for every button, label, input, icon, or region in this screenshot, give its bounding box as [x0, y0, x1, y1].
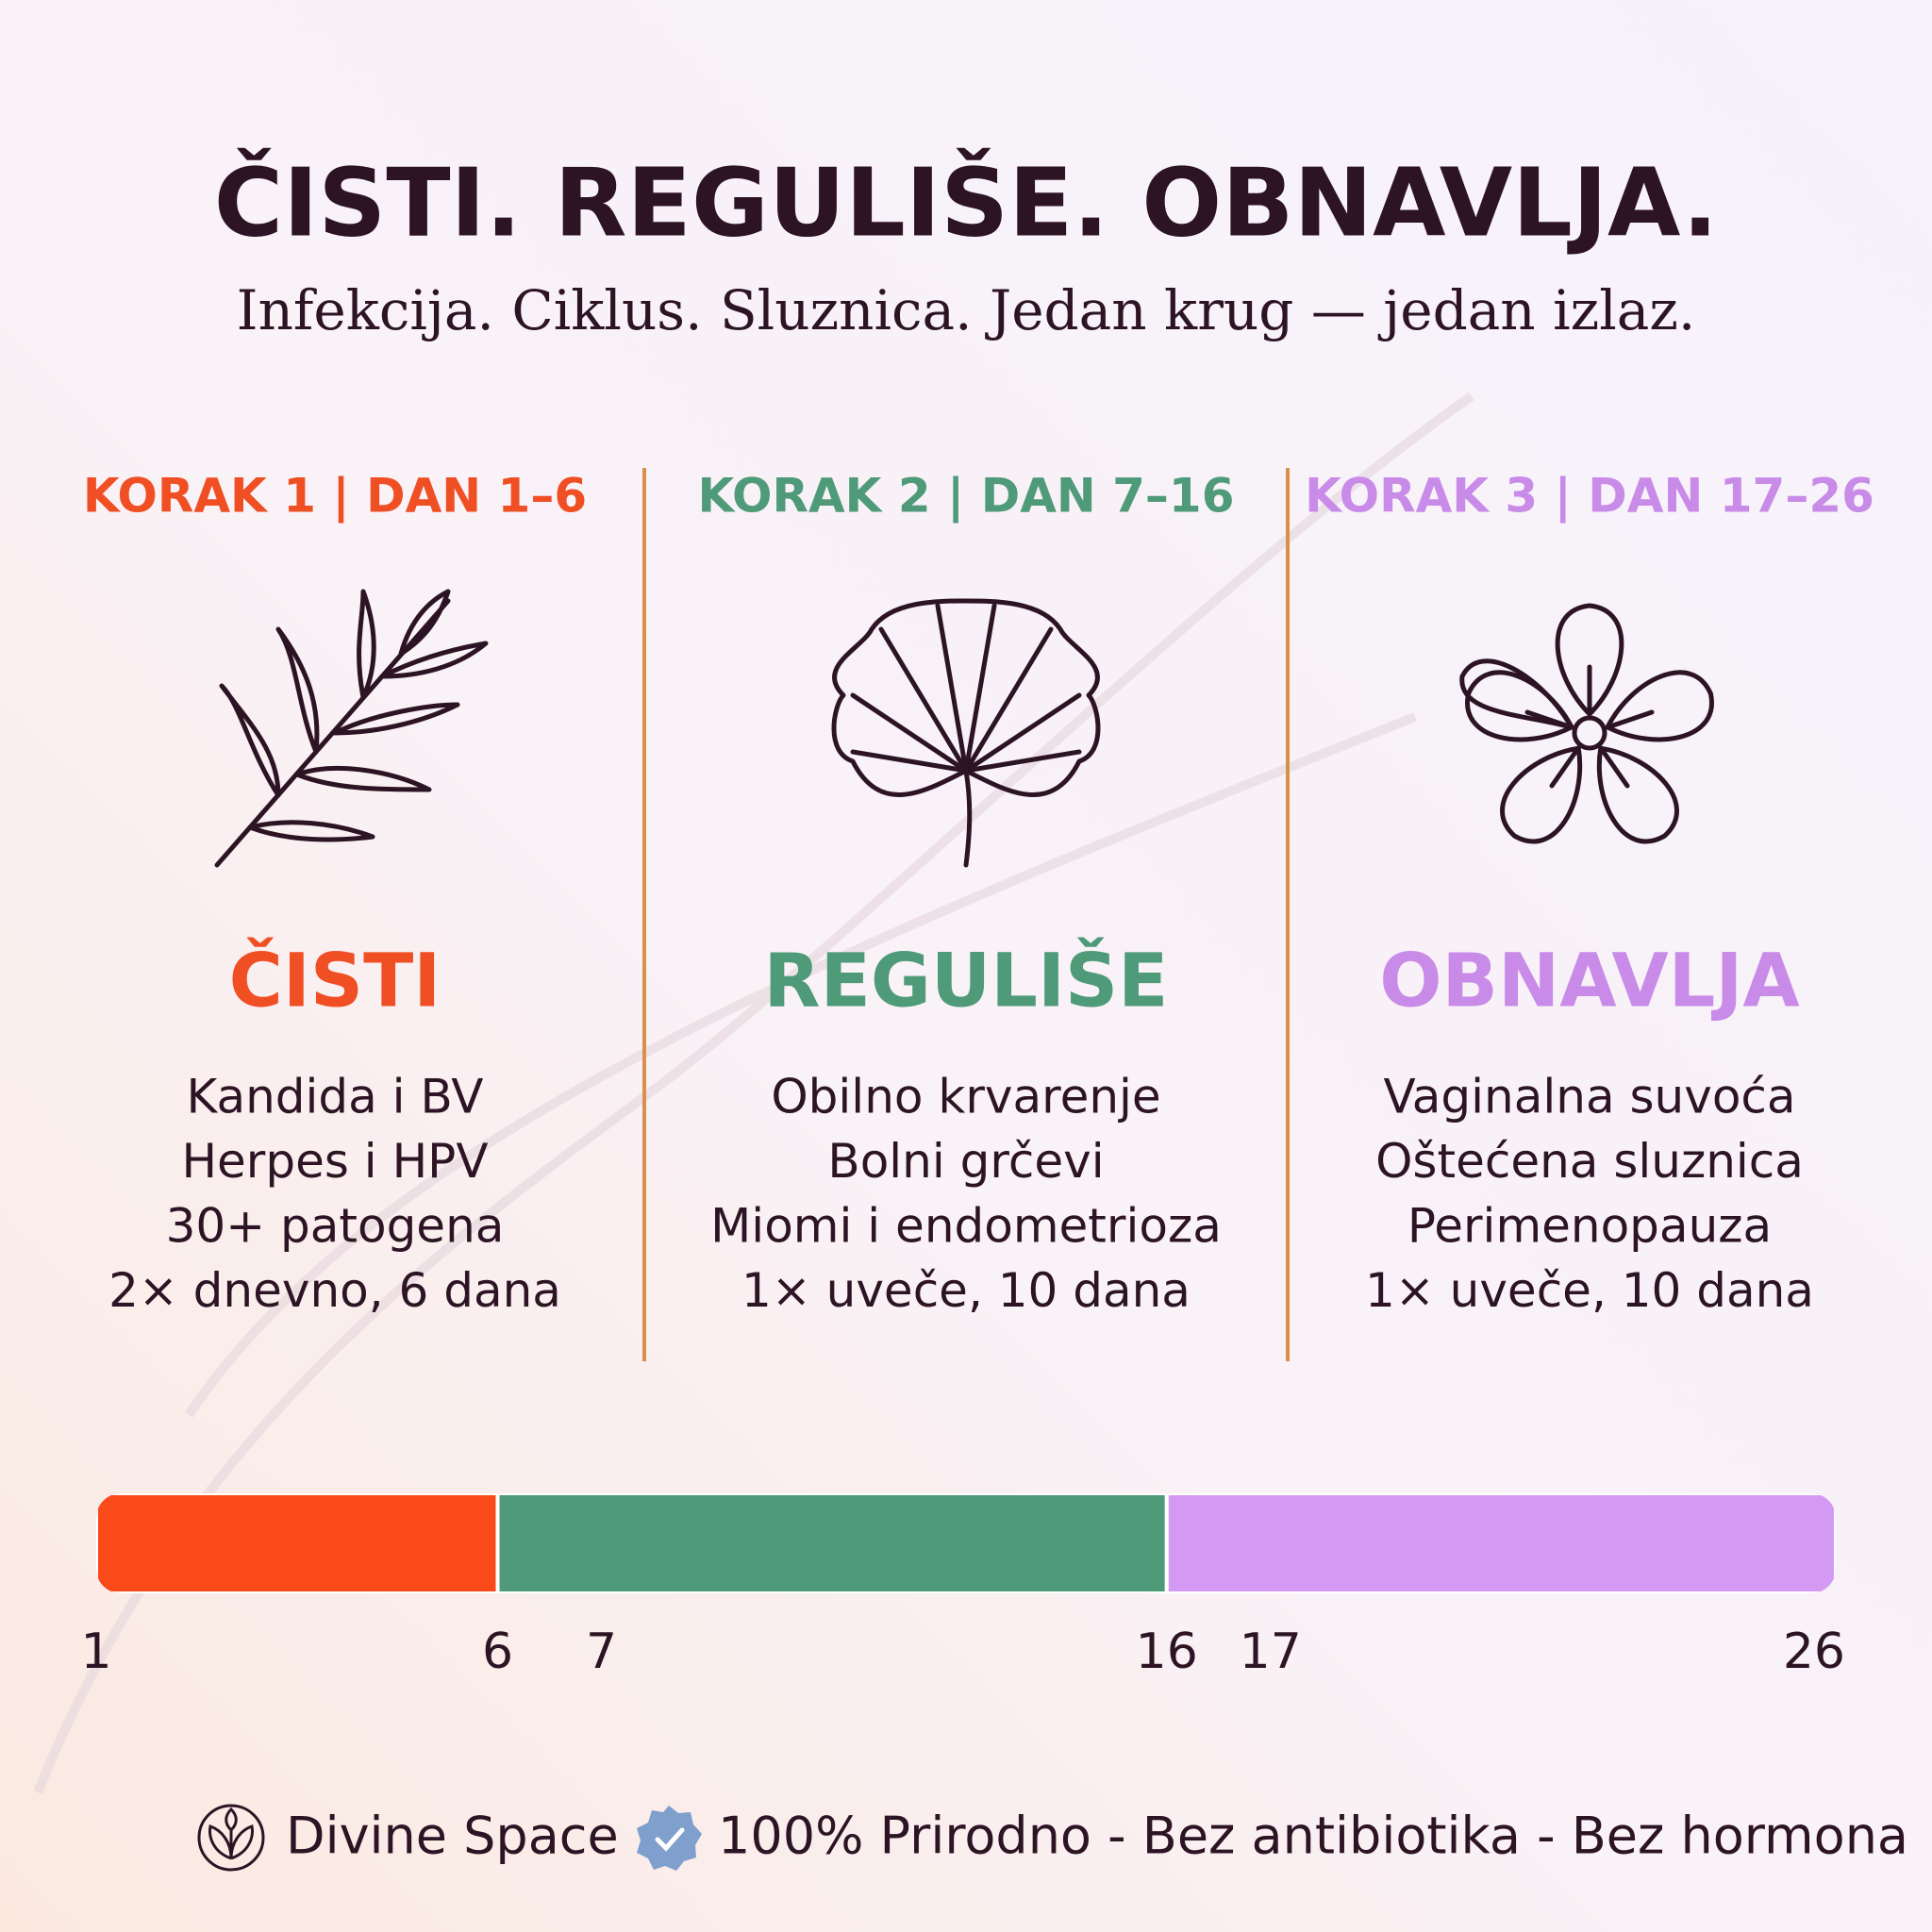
- timeline-end-label: 6: [482, 1624, 513, 1680]
- step-item: Vaginalna suvoća: [1383, 1070, 1795, 1124]
- decoration: [33, 391, 1474, 1794]
- timeline-start-label: 17: [1240, 1624, 1302, 1680]
- title: ČISTI. REGULIŠE. OBNAVLJA.: [214, 147, 1719, 258]
- timeline-segment: [1164, 1493, 1836, 1593]
- leaf-icon: [831, 598, 1101, 868]
- verified-badge: [637, 1806, 702, 1871]
- step-item: 30+ patogena: [166, 1199, 505, 1254]
- timeline-segment: [96, 1493, 500, 1593]
- step-item: 1× uveče, 10 dana: [1365, 1263, 1814, 1318]
- step-item: Miomi i endometrioza: [710, 1199, 1222, 1254]
- flower-icon: [1459, 603, 1714, 844]
- step-item: Bolni grčevi: [827, 1134, 1104, 1189]
- step-label: KORAK 2 | DAN 7–16: [697, 469, 1234, 524]
- step-item: Herpes i HPV: [181, 1134, 488, 1189]
- step-name: REGULIŠE: [764, 937, 1169, 1024]
- brand-logo: [197, 1804, 265, 1872]
- timeline-start-label: 1: [80, 1624, 111, 1680]
- step-name: OBNAVLJA: [1379, 939, 1800, 1024]
- claim: 100% Prirodno - Bez antibiotika - Bez ho…: [718, 1807, 1908, 1866]
- step-item: Kandida i BV: [187, 1070, 484, 1124]
- step-item: Obilno krvarenje: [771, 1070, 1160, 1124]
- step-item: Oštećena sluznica: [1375, 1134, 1804, 1189]
- step-item: 2× dnevno, 6 dana: [108, 1263, 561, 1318]
- subtitle: Infekcija. Ciklus. Sluznica. Jedan krug …: [237, 278, 1696, 342]
- timeline-bar: [96, 1493, 1836, 1593]
- brand: Divine Space: [286, 1807, 619, 1866]
- step-name: ČISTI: [229, 937, 441, 1024]
- timeline-start-label: 7: [586, 1624, 617, 1680]
- step-item: 1× uveče, 10 dana: [741, 1263, 1191, 1318]
- sprig-icon: [214, 589, 489, 868]
- timeline-segment: [495, 1493, 1169, 1593]
- step-label: KORAK 3 | DAN 17–26: [1305, 469, 1874, 524]
- step-item: Perimenopauza: [1407, 1199, 1772, 1254]
- timeline-end-label: 16: [1136, 1624, 1198, 1680]
- timeline-end-label: 26: [1783, 1624, 1845, 1680]
- step-label: KORAK 1 | DAN 1–6: [83, 469, 587, 524]
